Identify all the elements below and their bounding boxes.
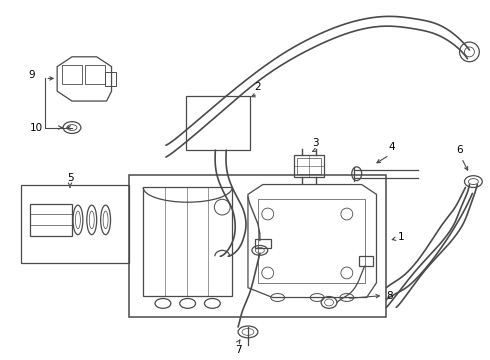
Bar (62, 65, 82, 84)
Text: 10: 10 (30, 122, 43, 132)
Text: 1: 1 (398, 231, 405, 242)
Bar (294, 155, 324, 177)
Text: 7: 7 (235, 345, 242, 355)
Text: 6: 6 (456, 145, 463, 155)
Bar (297, 158, 321, 174)
Bar (129, 175, 387, 317)
Bar (255, 239, 270, 248)
Text: 4: 4 (388, 142, 394, 152)
Bar (258, 199, 365, 283)
Text: 2: 2 (254, 82, 261, 92)
Text: 8: 8 (387, 291, 393, 301)
Bar (186, 96, 250, 150)
Bar (30, 204, 72, 236)
Text: 5: 5 (67, 172, 74, 183)
Bar (359, 256, 372, 266)
Text: 9: 9 (29, 71, 35, 81)
Bar (85, 65, 104, 84)
Bar (21, 185, 129, 263)
Bar (143, 188, 232, 296)
Text: 3: 3 (312, 138, 318, 148)
